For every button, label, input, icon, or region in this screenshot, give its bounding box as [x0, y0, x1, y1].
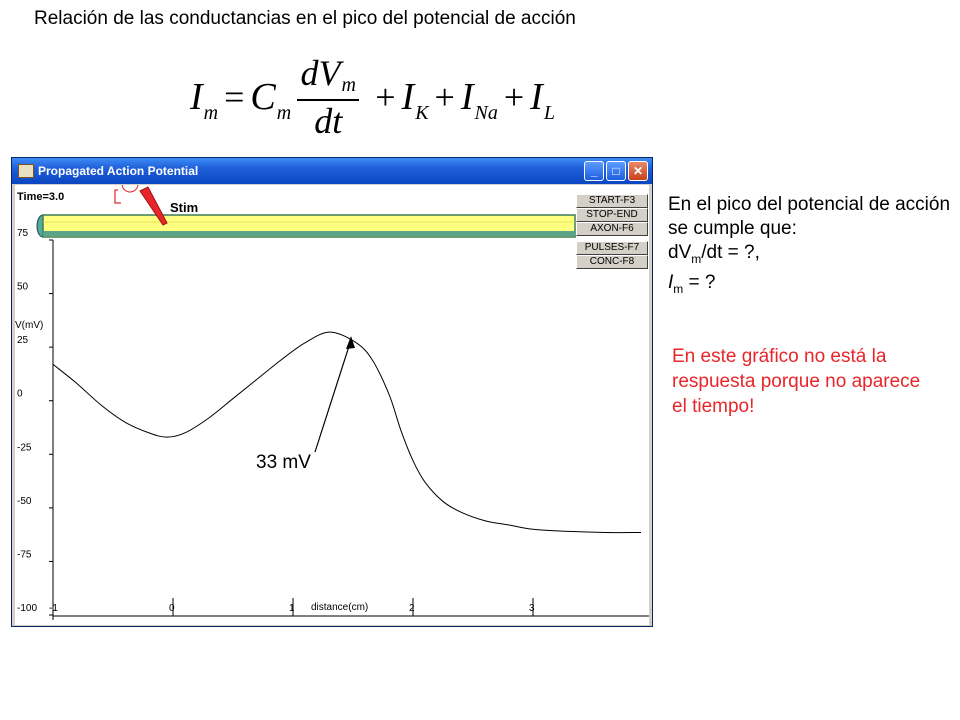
eq-plus: + [503, 77, 525, 117]
maximize-button[interactable]: □ [606, 161, 626, 181]
y-tick-label: 0 [17, 389, 23, 400]
eq-plus: + [434, 77, 455, 117]
eq-ina: I Na [460, 75, 498, 124]
action-potential-curve [52, 331, 642, 534]
stimulus-electrode-icon[interactable] [114, 185, 168, 226]
eq-subscript: L [543, 102, 555, 124]
im-subscript: m [673, 281, 684, 296]
eq-equals: = [224, 77, 245, 117]
eq-subscript: m [341, 74, 356, 96]
eq-symbol: dV [300, 53, 341, 93]
eq-fraction-bar [297, 99, 360, 101]
x-tick-label: 2 [409, 603, 415, 614]
dv-rest: /dt = ?, [701, 242, 760, 263]
app-window: Propagated Action Potential _ □ ✕ 75 [11, 157, 653, 627]
eq-symbol: C [250, 76, 276, 118]
im-symbol: I [668, 271, 674, 293]
start-button[interactable]: START-F3 [576, 194, 648, 208]
question-im: Im = ? [668, 271, 953, 301]
question-text: En el pico del potencial de acción se cu… [668, 193, 953, 301]
time-label: Time=3.0 [17, 191, 65, 203]
eq-numerator: dVm [301, 53, 356, 99]
eq-symbol: I [401, 76, 415, 118]
x-tick-label: 0 [169, 603, 175, 614]
pulses-button[interactable]: PULSES-F7 [576, 241, 648, 255]
question-dvdt: dVm/dt = ?, [668, 241, 953, 271]
eq-subscript: m [276, 102, 292, 124]
y-tick-label: -25 [17, 442, 32, 453]
eq-denominator: dt [314, 101, 343, 141]
dv-subscript: m [691, 251, 702, 266]
dv-symbol: dV [668, 242, 692, 263]
x-tick-label: 3 [529, 603, 535, 614]
app-icon [18, 164, 34, 178]
simulation-canvas: 75 50 25 0 -25 -50 -75 -100 -1 0 1 2 3 V(mV) distan… [15, 185, 649, 620]
conc-button[interactable]: CONC-F8 [576, 255, 648, 269]
stim-label: Stim [170, 200, 199, 215]
axon-cylinder [36, 214, 576, 238]
note-text: En este gráfico no está la respuesta por… [672, 346, 921, 417]
y-tick-label: 75 [17, 228, 29, 239]
slide-title: Relación de las conductancias en el pico… [34, 8, 576, 29]
close-button[interactable]: ✕ [628, 161, 648, 181]
eq-symbol: I [460, 76, 474, 118]
eq-subscript: m [203, 102, 219, 124]
axon-button[interactable]: AXON-F6 [576, 222, 648, 236]
x-axis-label: distance(cm) [311, 602, 368, 613]
y-tick-label: -75 [17, 549, 32, 560]
x-tick-label: -1 [49, 603, 58, 614]
im-rest: = ? [683, 271, 716, 293]
eq-fraction: dVm dt [297, 53, 360, 141]
y-tick-label: 50 [17, 282, 29, 293]
peak-annotation: 33 mV [256, 452, 311, 473]
eq-symbol: I [190, 76, 203, 118]
y-tick-label: -50 [17, 496, 32, 507]
window-titlebar[interactable]: Propagated Action Potential _ □ ✕ [12, 158, 652, 184]
x-tick-label: 1 [289, 603, 295, 614]
y-tick-label: 25 [17, 335, 29, 346]
eq-subscript: K [415, 102, 429, 124]
eq-plus: + [375, 77, 396, 117]
question-intro: En el pico del potencial de acción se cu… [668, 194, 951, 239]
stop-button[interactable]: STOP-END [576, 208, 648, 222]
eq-symbol: I [530, 76, 543, 118]
y-axis-label: V(mV) [15, 320, 43, 331]
window-title: Propagated Action Potential [38, 164, 199, 178]
minimize-button[interactable]: _ [584, 161, 604, 181]
simulation-panel: 75 50 25 0 -25 -50 -75 -100 -1 0 1 2 3 V(mV) distan… [15, 185, 649, 625]
y-tick-label: -100 [17, 603, 37, 614]
eq-subscript: Na [474, 102, 498, 124]
